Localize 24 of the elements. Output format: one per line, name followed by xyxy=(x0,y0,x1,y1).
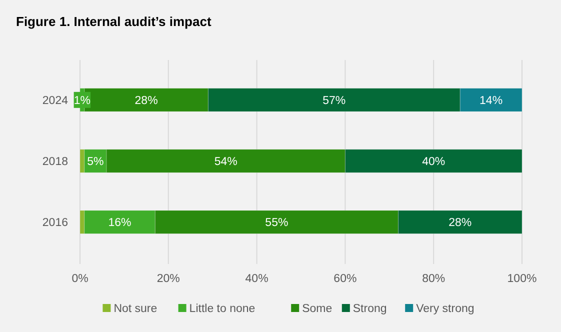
y-tick-label: 2016 xyxy=(42,217,68,230)
x-tick-label: 40% xyxy=(245,273,268,285)
legend-label: Some xyxy=(302,303,332,315)
data-label: 28% xyxy=(134,94,158,107)
x-tick-label: 80% xyxy=(422,273,446,285)
y-tick-label: 2018 xyxy=(42,156,68,168)
x-tick-label: 100% xyxy=(507,273,537,285)
x-tick-label: 0% xyxy=(72,273,88,285)
x-tick-label: 60% xyxy=(334,273,357,285)
data-label: 5% xyxy=(87,156,104,168)
x-tick-label: 20% xyxy=(156,273,180,285)
data-label: 40% xyxy=(422,156,446,168)
data-label: 14% xyxy=(480,94,503,107)
data-label: 28% xyxy=(448,217,472,230)
data-label: 54% xyxy=(214,156,238,168)
data-label: 57% xyxy=(322,94,346,107)
legend-label: Little to none xyxy=(189,303,256,315)
y-tick-label: 2024 xyxy=(42,94,69,107)
data-label: 16% xyxy=(108,217,132,230)
chart-title: Figure 1. Internal audit’s impact xyxy=(16,14,212,29)
legend-label: Very strong xyxy=(416,303,474,315)
legend-label: Strong xyxy=(352,303,387,315)
legend-label: Not sure xyxy=(114,303,158,315)
data-label: 55% xyxy=(265,217,288,230)
